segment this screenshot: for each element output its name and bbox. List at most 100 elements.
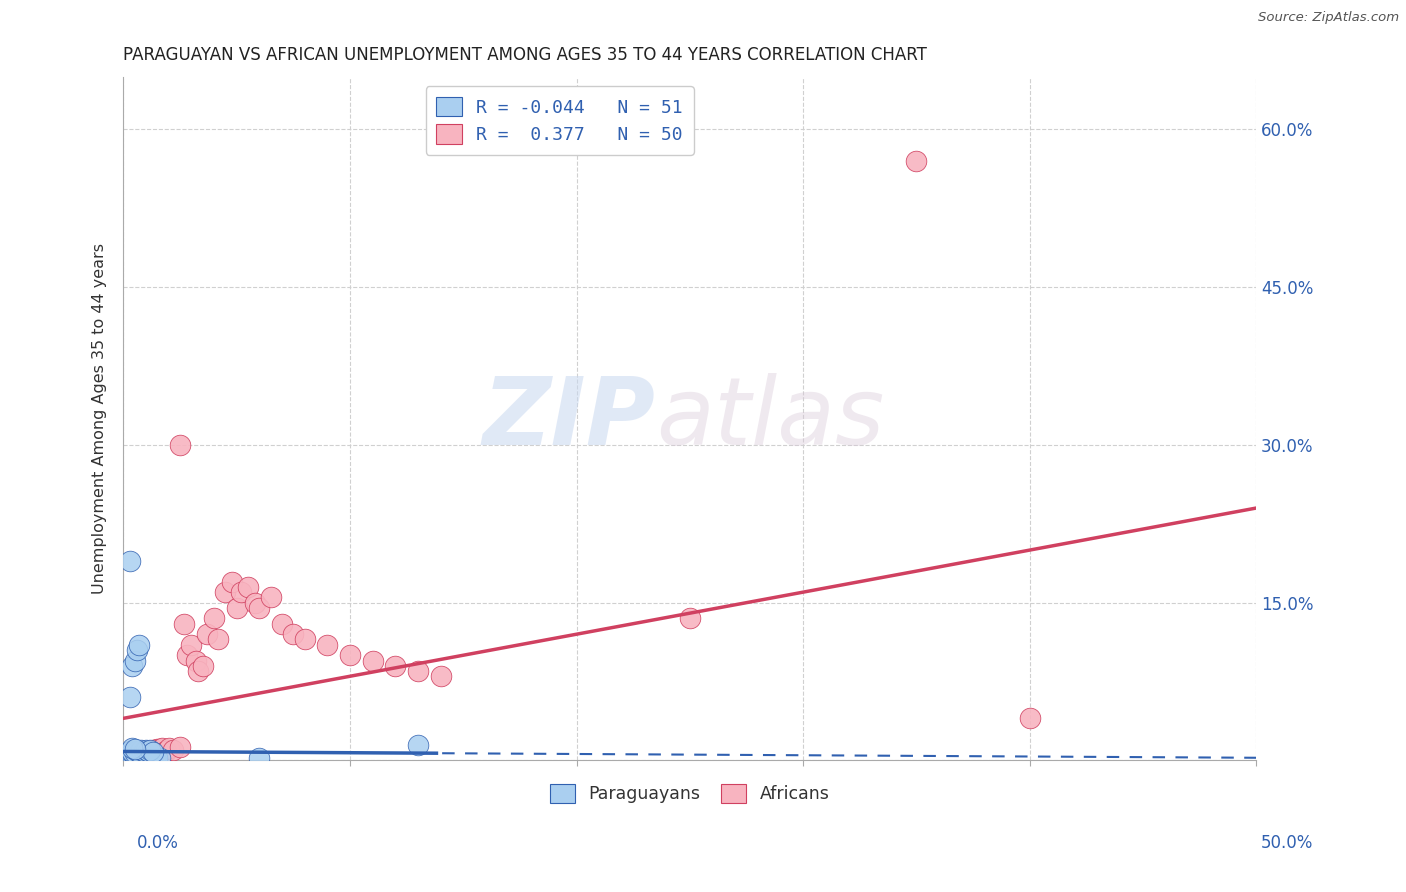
Text: PARAGUAYAN VS AFRICAN UNEMPLOYMENT AMONG AGES 35 TO 44 YEARS CORRELATION CHART: PARAGUAYAN VS AFRICAN UNEMPLOYMENT AMONG… — [124, 46, 927, 64]
Point — [169, 739, 191, 754]
Point — [132, 750, 155, 764]
Point — [176, 648, 198, 663]
Point — [225, 601, 247, 615]
Point — [146, 741, 169, 756]
Point — [143, 751, 166, 765]
Point — [117, 751, 139, 765]
Point — [231, 585, 253, 599]
Point — [128, 745, 150, 759]
Point — [142, 743, 165, 757]
Point — [120, 751, 142, 765]
Point — [361, 653, 384, 667]
Text: Source: ZipAtlas.com: Source: ZipAtlas.com — [1258, 11, 1399, 24]
Point — [117, 750, 139, 764]
Point — [125, 746, 148, 760]
Point — [125, 751, 148, 765]
Point — [124, 749, 146, 764]
Point — [131, 750, 153, 764]
Point — [135, 750, 157, 764]
Point — [247, 601, 270, 615]
Point — [132, 751, 155, 765]
Point — [117, 749, 139, 764]
Point — [128, 747, 150, 761]
Point — [132, 744, 155, 758]
Point — [135, 743, 157, 757]
Point — [135, 745, 157, 759]
Point — [121, 751, 143, 765]
Point — [339, 648, 361, 663]
Point — [143, 743, 166, 757]
Point — [139, 751, 162, 765]
Point — [236, 580, 259, 594]
Point — [132, 745, 155, 759]
Point — [135, 751, 157, 765]
Point — [125, 744, 148, 758]
Legend: Paraguayans, Africans: Paraguayans, Africans — [543, 777, 837, 810]
Point — [157, 740, 180, 755]
Point — [180, 638, 202, 652]
Point — [247, 751, 270, 765]
Point — [202, 611, 225, 625]
Point — [131, 743, 153, 757]
Point — [120, 750, 142, 764]
Point — [131, 746, 153, 760]
Point — [124, 653, 146, 667]
Point — [148, 741, 170, 756]
Point — [283, 627, 305, 641]
Point — [120, 690, 142, 705]
Point — [173, 616, 195, 631]
Text: 0.0%: 0.0% — [136, 834, 179, 852]
Point — [406, 664, 429, 678]
Point — [195, 627, 218, 641]
Point — [169, 438, 191, 452]
Point — [117, 748, 139, 763]
Point — [121, 749, 143, 764]
Point — [124, 751, 146, 765]
Point — [384, 658, 406, 673]
Point — [128, 751, 150, 765]
Point — [125, 643, 148, 657]
Point — [120, 744, 142, 758]
Point — [121, 750, 143, 764]
Point — [124, 746, 146, 760]
Point — [243, 596, 266, 610]
Point — [150, 740, 173, 755]
Point — [125, 750, 148, 764]
Point — [259, 591, 281, 605]
Point — [155, 744, 177, 758]
Point — [124, 741, 146, 756]
Point — [271, 616, 294, 631]
Point — [429, 669, 451, 683]
Text: atlas: atlas — [655, 373, 884, 464]
Point — [121, 740, 143, 755]
Point — [120, 748, 142, 763]
Point — [294, 632, 316, 647]
Point — [120, 748, 142, 763]
Point — [146, 751, 169, 765]
Point — [142, 745, 165, 759]
Point — [139, 744, 162, 758]
Point — [406, 738, 429, 752]
Point — [184, 653, 207, 667]
Point — [679, 611, 702, 625]
Text: 50.0%: 50.0% — [1260, 834, 1313, 852]
Point — [120, 553, 142, 567]
Point — [316, 638, 339, 652]
Point — [1018, 711, 1040, 725]
Point — [120, 749, 142, 764]
Point — [131, 751, 153, 765]
Point — [136, 744, 159, 758]
Point — [191, 658, 214, 673]
Point — [124, 748, 146, 763]
Point — [124, 750, 146, 764]
Point — [214, 585, 236, 599]
Point — [125, 749, 148, 764]
Point — [121, 745, 143, 759]
Point — [136, 751, 159, 765]
Point — [139, 743, 162, 757]
Point — [128, 750, 150, 764]
Point — [128, 638, 150, 652]
Text: ZIP: ZIP — [482, 373, 655, 465]
Point — [148, 751, 170, 765]
Point — [153, 745, 176, 759]
